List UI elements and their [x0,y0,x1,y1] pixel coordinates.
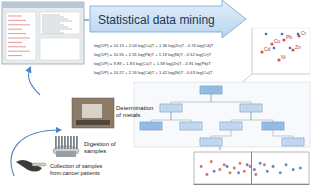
svg-text:Cr: Cr [301,30,307,36]
svg-text:Pb: Pb [286,34,292,40]
svg-text:Statistical data mining: Statistical data mining [98,13,215,27]
svg-text:Digestion ofsamples: Digestion ofsamples [84,141,116,154]
svg-text:Cu: Cu [274,38,281,44]
svg-text:Cd: Cd [264,46,271,52]
svg-text:Ni: Ni [281,54,286,60]
svg-text:Determinationof metals: Determinationof metals [116,105,153,118]
svg-text:log(1/P) = 10.27 + 2.16 log(Cd: log(1/P) = 10.27 + 2.16 log(Cd)T + 1.42 … [94,70,213,75]
svg-text:log(1/P) = 10.55 + 2.31 log(Pb: log(1/P) = 10.55 + 2.31 log(Pb)T + 1.19 … [94,52,212,57]
svg-text:Zn: Zn [295,44,301,50]
svg-text:log(1/P) = 10.13 + 2.04 log(Cu: log(1/P) = 10.13 + 2.04 log(Cu)T + 1.36 … [94,43,214,48]
svg-text:log(1/P) = 9.89 + 1.83 log(Cu): log(1/P) = 9.89 + 1.83 log(Cu)T + 1.58 l… [94,61,211,66]
svg-text:Collection of samplesfrom canc: Collection of samplesfrom cancer patient… [50,163,103,176]
